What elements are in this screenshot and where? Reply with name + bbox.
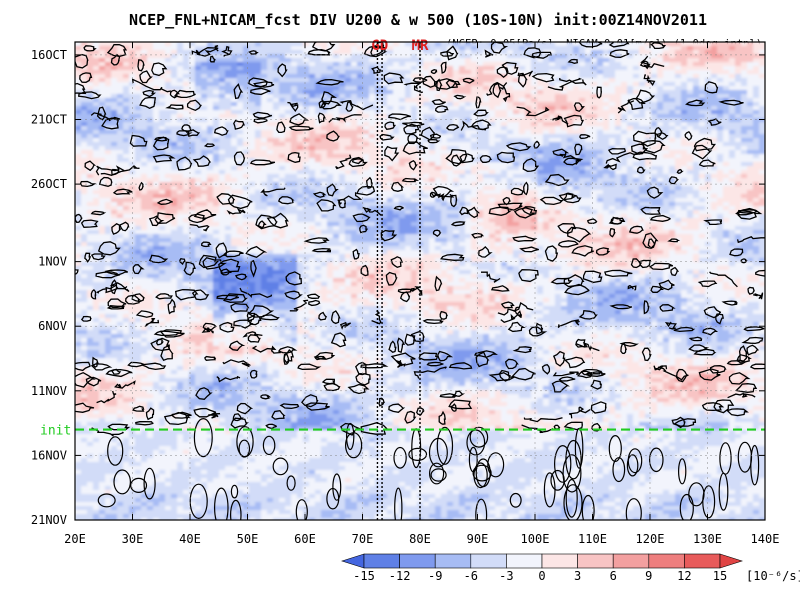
colorbar-swatch <box>684 553 721 569</box>
colorbar-swatch <box>506 553 543 569</box>
chart-title: NCEP_FNL+NICAM_fcst DIV U200 & w 500 (10… <box>129 11 707 29</box>
colorbar-swatch <box>541 553 578 569</box>
x-tick-label: 130E <box>693 532 722 546</box>
y-tick-label: 16OCT <box>31 48 67 62</box>
colorbar-tick-label: 12 <box>677 569 691 583</box>
y-tick-label: 11NOV <box>31 384 67 398</box>
colorbar-tick-label: -12 <box>389 569 411 583</box>
init-label: init <box>40 424 71 439</box>
colorbar-tick-label: 3 <box>574 569 581 583</box>
x-tick-label: 140E <box>751 532 780 546</box>
colorbar-swatch <box>648 553 685 569</box>
colorbar-swatch <box>719 553 743 569</box>
x-tick-label: 50E <box>237 532 259 546</box>
colorbar-swatch <box>363 553 400 569</box>
colorbar-swatch <box>399 553 436 569</box>
colorbar-tick-label: -15 <box>353 569 375 583</box>
colorbar-tick-label: -6 <box>464 569 478 583</box>
colorbar-tick-label: 9 <box>645 569 652 583</box>
y-tick-label: 21NOV <box>31 513 67 527</box>
colorbar-tick-label: 6 <box>610 569 617 583</box>
colorbar-swatch <box>341 553 365 569</box>
colorbar-swatch <box>577 553 614 569</box>
y-tick-label: 21OCT <box>31 113 67 127</box>
colorbar-swatch <box>434 553 472 569</box>
x-tick-label: 30E <box>122 532 144 546</box>
x-tick-label: 60E <box>294 532 316 546</box>
x-tick-label: 20E <box>64 532 86 546</box>
x-tick-label: 100E <box>521 532 550 546</box>
x-tick-label: 120E <box>636 532 665 546</box>
y-tick-label: 16NOV <box>31 448 67 462</box>
colorbar-tick-label: 0 <box>538 569 545 583</box>
x-tick-label: 110E <box>578 532 607 546</box>
heatmap-field <box>75 42 765 520</box>
colorbar-tick-label: 15 <box>713 569 727 583</box>
colorbar-unit: [10⁻⁶/s] <box>746 569 800 583</box>
colorbar-swatch <box>612 553 650 569</box>
marker-label: GD <box>371 38 388 54</box>
colorbar-swatch <box>470 553 507 569</box>
x-tick-label: 80E <box>409 532 431 546</box>
colorbar: -15 -12 -9 -6 -3 0 3 6 9 12 15 <box>341 553 743 583</box>
y-tick-label: 26OCT <box>31 177 67 191</box>
colorbar-tick-label: -9 <box>428 569 442 583</box>
y-tick-label: 6NOV <box>38 319 67 333</box>
axis-ticks: 20E 30E 40E 50E 60E 70E 80E 90E 100E 110E 120E 130E… <box>31 42 780 546</box>
colorbar-tick-label: -3 <box>499 569 513 583</box>
x-tick-label: 40E <box>179 532 201 546</box>
x-tick-label: 70E <box>352 532 374 546</box>
x-tick-label: 90E <box>467 532 489 546</box>
y-tick-label: 1NOV <box>38 255 67 269</box>
